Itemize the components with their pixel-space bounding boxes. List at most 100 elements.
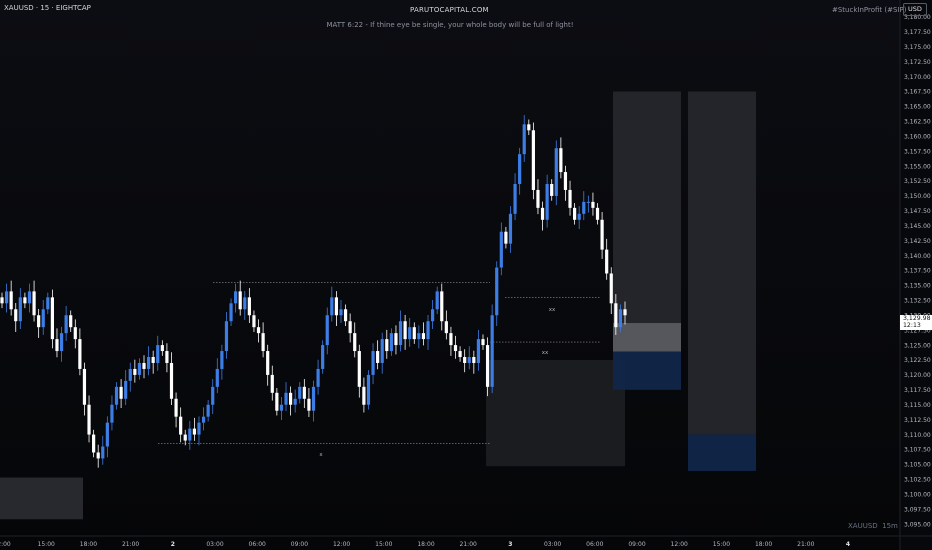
plot-area[interactable] <box>0 0 900 550</box>
candle-body <box>485 345 490 387</box>
x-tick-label: 03:00 <box>544 541 561 548</box>
currency-button[interactable]: USD <box>903 3 927 16</box>
y-tick-label: 3,147.50 <box>904 208 931 215</box>
candle-body <box>37 315 41 328</box>
projection-upper-1 <box>613 91 681 324</box>
level-lines <box>158 282 600 444</box>
symbol-watermark: XAUUSD 15m <box>848 522 898 530</box>
candle-body <box>421 333 426 340</box>
candle-body <box>146 357 151 369</box>
session-box <box>486 359 625 467</box>
candle-body <box>495 267 499 316</box>
y-tick-label: 3,102.50 <box>904 477 931 484</box>
candle-body <box>114 386 119 405</box>
candle-body <box>357 351 361 387</box>
y-tick-label: 3,172.50 <box>904 59 931 66</box>
candle-body <box>371 351 375 375</box>
candle-body <box>73 327 77 340</box>
x-tick-label: 2:00 <box>0 541 11 548</box>
candle-body <box>440 291 444 322</box>
candle-body <box>435 291 439 310</box>
candle-body <box>201 416 206 423</box>
candle-body <box>50 297 54 340</box>
candle-body <box>4 291 9 304</box>
candle-body <box>362 386 366 405</box>
y-tick-label: 3,157.50 <box>904 148 931 155</box>
candle-body <box>595 207 600 220</box>
candle-body <box>78 339 82 369</box>
candle-body <box>243 297 247 310</box>
candle-body <box>32 291 36 316</box>
candle-body <box>550 183 554 196</box>
candle-body <box>348 321 352 334</box>
candle-body <box>0 297 4 304</box>
candle-body <box>311 386 316 411</box>
y-tick-label: 3,162.50 <box>904 119 931 126</box>
candle-body <box>586 201 590 203</box>
x-tick-label: 15:00 <box>375 541 392 548</box>
hashtag: #StuckInProfit (#SIP) <box>832 6 907 14</box>
candle-body <box>211 386 215 405</box>
candle-body <box>197 422 201 435</box>
y-tick-label: 3,145.00 <box>904 223 931 230</box>
candle-body <box>522 124 526 155</box>
candle-body <box>339 309 343 316</box>
candle-body <box>563 172 568 190</box>
candle-body <box>234 291 238 304</box>
candle-body <box>426 321 430 340</box>
x-tick-label: 2 <box>171 541 175 548</box>
price-axis[interactable] <box>900 0 932 550</box>
candle-body <box>55 339 59 352</box>
y-tick-label: 3,110.00 <box>904 432 931 439</box>
candle-body <box>325 315 329 346</box>
watermark-symbol: XAUUSD <box>848 522 878 530</box>
x-tick-label: 09:00 <box>628 541 645 548</box>
x-tick-label: 4 <box>846 541 850 548</box>
candle-body <box>458 351 462 358</box>
zone-boxes <box>0 91 756 520</box>
y-tick-label: 3,165.00 <box>904 104 931 111</box>
site-watermark: PARUTOCAPITAL.COM <box>410 6 489 14</box>
candle-body <box>545 183 549 220</box>
candle-body <box>110 404 114 423</box>
y-tick-label: 3,095.00 <box>904 521 931 528</box>
x-tick-label: 12:00 <box>333 541 350 548</box>
x-tick-label: 06:00 <box>249 541 266 548</box>
candle-body <box>518 154 522 184</box>
y-tick-label: 3,132.50 <box>904 298 931 305</box>
candle-body <box>499 231 503 268</box>
candle-body <box>385 339 389 352</box>
candle-body <box>160 345 164 352</box>
candle-body <box>96 452 100 459</box>
y-tick-label: 3,180.00 <box>904 14 931 21</box>
x-tick-label: 06:00 <box>586 541 603 548</box>
candle-body <box>275 392 279 411</box>
candle-body <box>105 422 109 447</box>
candle-body <box>334 297 339 316</box>
candle-body <box>490 315 494 387</box>
candle-body <box>82 368 87 405</box>
x-tick-label: 18:00 <box>417 541 434 548</box>
range-box-left <box>0 477 83 520</box>
candle-body <box>266 351 270 375</box>
x-tick-label: 21:00 <box>797 541 814 548</box>
candle-body <box>573 207 577 220</box>
candle-body <box>343 309 348 322</box>
current-price-tag: 3,129.98 12:13 <box>900 315 932 330</box>
candle-body <box>559 148 563 173</box>
candle-body <box>582 201 586 214</box>
candle-body <box>128 368 132 381</box>
candle-body <box>188 428 192 441</box>
y-tick-label: 3,120.00 <box>904 372 931 379</box>
candle-body <box>623 309 627 316</box>
x-tick-label: 03:00 <box>206 541 223 548</box>
candle-body <box>270 374 274 393</box>
candle-body <box>69 315 73 328</box>
candle-body <box>389 333 393 352</box>
candle-body <box>376 351 380 363</box>
candle-body <box>513 183 517 214</box>
candle-body <box>453 345 458 352</box>
candle-body <box>179 416 183 435</box>
symbol-title[interactable]: XAUUSD · 15 · EIGHTCAP <box>4 4 91 12</box>
